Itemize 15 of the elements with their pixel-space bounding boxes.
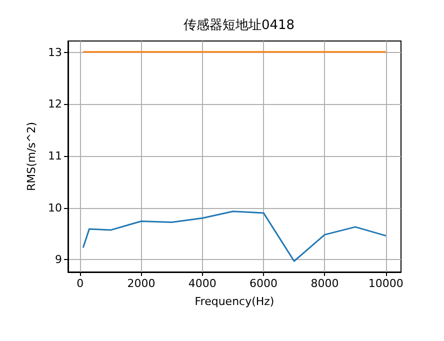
x-axis-title: Frequency(Hz) [194, 295, 274, 308]
y-tick-label: 9 [55, 253, 62, 266]
x-tick-label: 6000 [250, 277, 278, 290]
y-tick-label: 12 [48, 98, 62, 111]
chart-title: 传感器短地址0418 [183, 18, 295, 33]
x-tick-label: 4000 [188, 277, 216, 290]
y-tick-label: 13 [48, 46, 62, 59]
y-tick-label: 11 [48, 149, 62, 162]
x-tick-label: 0 [76, 277, 84, 290]
line-series [82, 210, 387, 262]
x-tick-label: 8000 [310, 277, 339, 290]
y-axis-title: RMS(m/s^2) [25, 122, 38, 192]
y-tick-label: 10 [48, 201, 62, 214]
x-tick-label: 2000 [127, 277, 156, 290]
x-tick-label: 10000 [368, 277, 404, 290]
